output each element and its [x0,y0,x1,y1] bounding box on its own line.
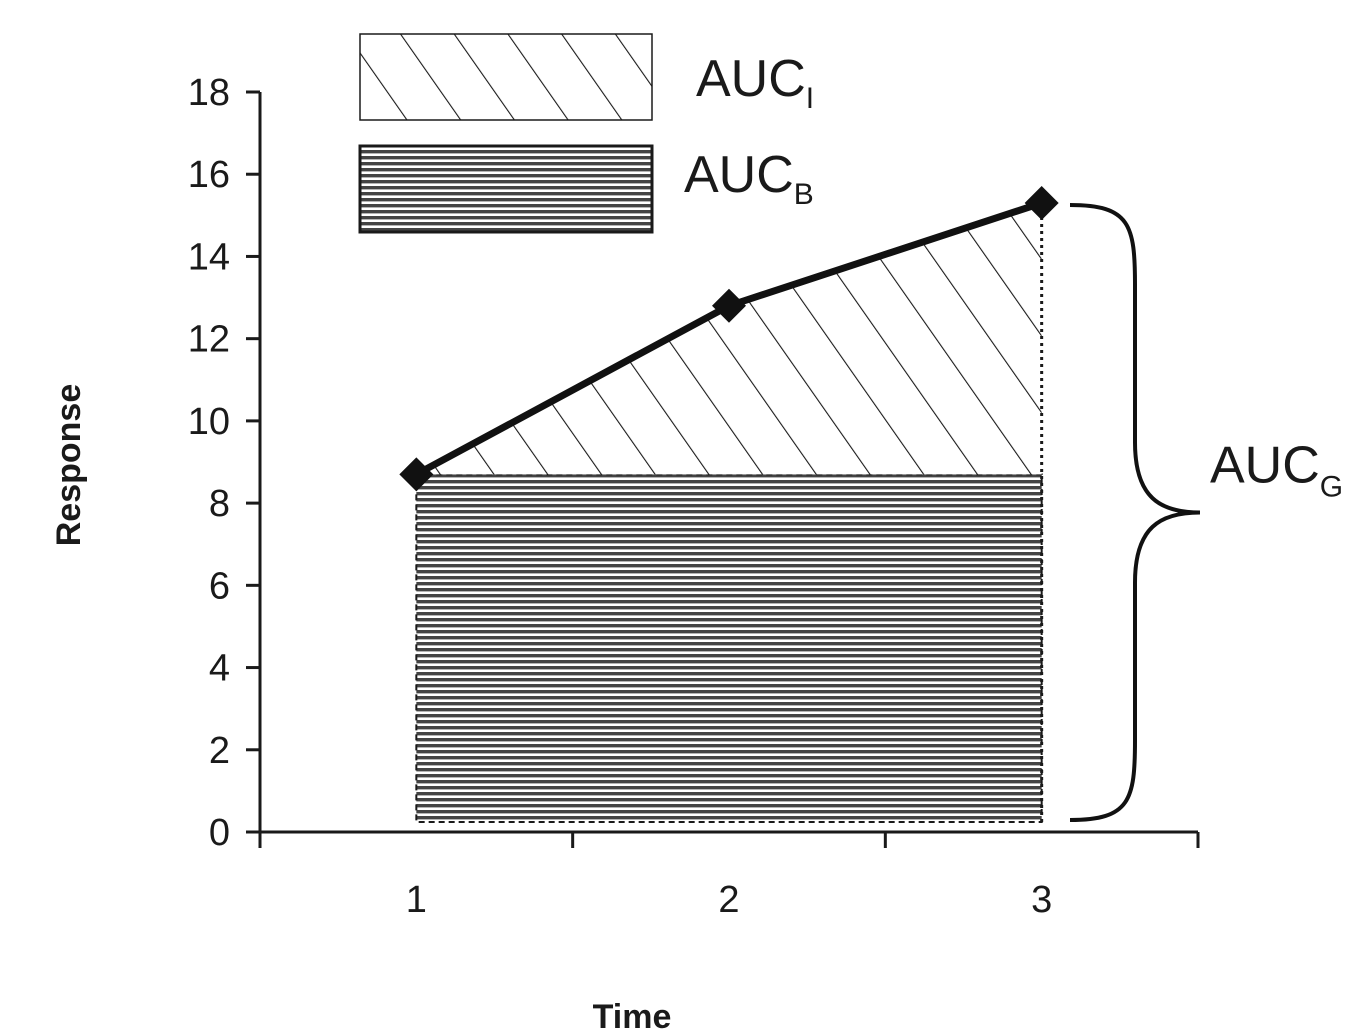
x-tick-label: 1 [406,879,427,921]
y-tick-label: 6 [209,565,230,607]
y-tick-label: 2 [209,730,230,772]
auc-i-area [416,203,1042,475]
legend-label: AUCB [684,146,814,211]
auc-areas [415,203,1044,823]
y-axis-title: Response [50,384,88,547]
data-series [399,186,1059,492]
curly-brace [1069,203,1201,822]
data-point-marker [712,288,746,323]
legend-label-base: AUC [684,146,794,204]
legend-label-subscript: B [794,178,814,211]
legend-swatch-diagonal-hatch [359,33,653,121]
y-tick-label: 4 [209,648,230,690]
y-tick-label: 0 [209,812,230,854]
x-axis-title: Time [593,998,672,1030]
data-point-marker [1024,186,1059,220]
x-tick-label: 3 [1031,879,1052,921]
legend-label-base: AUC [696,50,806,108]
x-tick-label: 2 [718,879,739,921]
y-tick-label: 14 [188,236,230,278]
y-tick-label: 10 [188,401,230,443]
auc-g-label: AUCG [1210,437,1343,504]
y-tick-label: 16 [188,154,230,196]
y-tick-label: 8 [209,483,230,525]
auc-g-brace: AUCG [1069,203,1343,822]
auc-b-area [415,473,1043,823]
auc-g-label-subscript: G [1320,471,1343,504]
legend-label: AUCI [696,50,814,115]
data-point-marker [399,457,434,492]
y-tick-label: 12 [188,319,230,361]
auc-g-label-base: AUC [1210,437,1320,495]
legend-swatch-horizontal-lines [358,144,654,234]
y-tick-label: 18 [188,72,230,114]
legend-label-subscript: I [806,82,814,115]
